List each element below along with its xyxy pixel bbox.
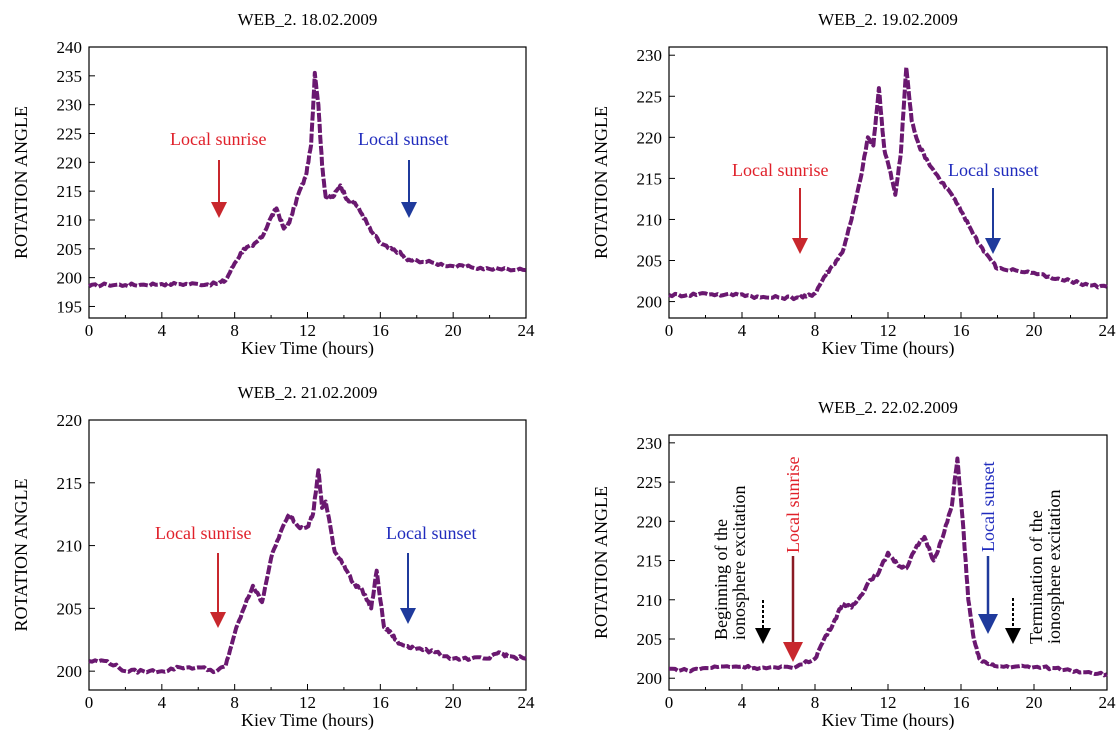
x-tick-label: 8: [230, 693, 239, 712]
x-axis-label: Kiev Time (hours): [241, 710, 374, 731]
y-tick-label: 225: [637, 87, 663, 106]
y-tick-label: 210: [57, 211, 83, 230]
y-tick-label: 200: [57, 269, 83, 288]
y-tick-label: 205: [57, 240, 83, 259]
y-tick-label: 225: [57, 124, 83, 143]
y-tick-label: 215: [57, 182, 83, 201]
y-tick-label: 205: [57, 599, 83, 618]
sunrise-label: Local sunrise: [732, 160, 828, 180]
y-tick-label: 240: [57, 38, 83, 57]
y-axis-label: ROTATION ANGLE: [11, 106, 31, 259]
y-tick-label: 230: [57, 96, 83, 115]
x-tick-label: 8: [811, 693, 820, 712]
data-series-line: [88, 70, 527, 289]
y-tick-label: 200: [637, 293, 663, 312]
y-tick-label: 215: [637, 169, 663, 188]
y-tick-label: 210: [57, 537, 83, 556]
y-tick-label: 220: [57, 153, 83, 172]
x-tick-label: 12: [880, 693, 897, 712]
excitation-end-label: ionosphere excitation: [1044, 490, 1064, 644]
x-tick-label: 4: [738, 693, 747, 712]
x-tick-label: 20: [1026, 693, 1043, 712]
x-tick-label: 16: [953, 321, 970, 340]
y-tick-label: 205: [637, 252, 663, 271]
y-axis-label: ROTATION ANGLE: [591, 486, 611, 639]
y-tick-label: 230: [637, 434, 663, 453]
x-tick-label: 0: [665, 693, 674, 712]
x-tick-label: 8: [811, 321, 820, 340]
x-axis-label: Kiev Time (hours): [241, 338, 374, 359]
x-tick-label: 16: [372, 693, 389, 712]
data-series-line: [669, 456, 1108, 678]
x-tick-label: 24: [518, 321, 536, 340]
y-tick-label: 210: [637, 210, 663, 229]
y-tick-label: 195: [57, 297, 83, 316]
x-tick-label: 20: [445, 693, 462, 712]
x-tick-label: 8: [230, 321, 239, 340]
chart-title: WEB_2. 19.02.2009: [818, 10, 958, 29]
chart-title: WEB_2. 21.02.2009: [238, 383, 378, 402]
sunrise-label: Local sunrise: [170, 129, 266, 149]
x-tick-label: 12: [299, 693, 316, 712]
y-tick-label: 220: [637, 128, 663, 147]
x-tick-label: 4: [158, 693, 167, 712]
x-axis-label: Kiev Time (hours): [821, 710, 954, 731]
y-tick-label: 235: [57, 67, 83, 86]
data-series-line: [88, 468, 527, 675]
excitation-begin-label: ionosphere excitation: [729, 486, 749, 640]
y-tick-label: 220: [637, 512, 663, 531]
x-tick-label: 24: [1099, 693, 1117, 712]
sunrise-label: Local sunrise: [783, 457, 803, 553]
y-tick-label: 210: [637, 591, 663, 610]
x-tick-label: 16: [372, 321, 389, 340]
y-tick-label: 205: [637, 630, 663, 649]
x-tick-label: 24: [518, 693, 536, 712]
x-tick-label: 0: [85, 321, 94, 340]
y-tick-label: 200: [57, 662, 83, 681]
excitation-begin-label: Beginning of the: [711, 519, 731, 640]
x-tick-label: 20: [445, 321, 462, 340]
x-axis-label: Kiev Time (hours): [821, 338, 954, 359]
x-tick-label: 12: [880, 321, 897, 340]
x-tick-label: 0: [665, 321, 674, 340]
excitation-end-label: Termination of the: [1026, 510, 1046, 644]
y-tick-label: 225: [637, 473, 663, 492]
x-tick-label: 12: [299, 321, 316, 340]
chart-title: WEB_2. 18.02.2009: [238, 10, 378, 29]
x-tick-label: 4: [158, 321, 167, 340]
x-tick-label: 24: [1099, 321, 1117, 340]
sunset-label: Local sunset: [948, 160, 1038, 180]
y-tick-label: 215: [637, 552, 663, 571]
x-tick-label: 4: [738, 321, 747, 340]
sunset-label: Local sunset: [978, 462, 998, 552]
y-tick-label: 220: [57, 411, 83, 430]
y-axis-label: ROTATION ANGLE: [11, 478, 31, 631]
sunrise-label: Local sunrise: [155, 523, 251, 543]
x-tick-label: 0: [85, 693, 94, 712]
y-tick-label: 215: [57, 474, 83, 493]
sunset-label: Local sunset: [386, 523, 476, 543]
y-tick-label: 200: [637, 669, 663, 688]
y-tick-label: 230: [637, 46, 663, 65]
data-series-line: [668, 65, 1108, 302]
sunset-label: Local sunset: [358, 129, 448, 149]
chart-title: WEB_2. 22.02.2009: [818, 398, 958, 417]
y-axis-label: ROTATION ANGLE: [591, 106, 611, 259]
x-tick-label: 16: [953, 693, 970, 712]
x-tick-label: 20: [1026, 321, 1043, 340]
